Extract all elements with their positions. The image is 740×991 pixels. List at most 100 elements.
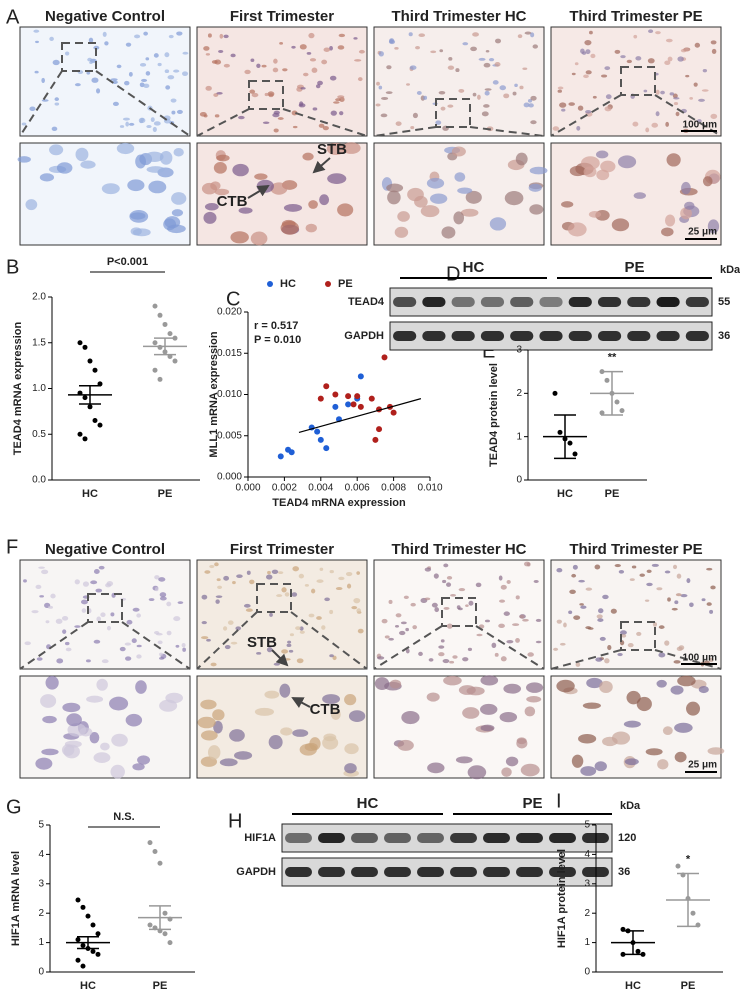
cell — [651, 563, 659, 567]
cell — [651, 122, 659, 128]
y-tick-label: 0.020 — [217, 307, 242, 318]
point — [635, 948, 641, 954]
cell — [556, 568, 563, 573]
point — [75, 937, 81, 943]
cell — [389, 38, 395, 44]
cell — [709, 609, 714, 614]
band — [539, 297, 563, 307]
cell — [611, 218, 630, 232]
error-bar — [677, 872, 699, 928]
x-tick-label: 0.010 — [417, 483, 442, 494]
y-tick-label: 1 — [584, 937, 590, 948]
y-tick-label: 2 — [38, 908, 44, 919]
point — [87, 358, 93, 364]
cell — [503, 611, 510, 616]
cell — [35, 40, 39, 44]
band — [685, 297, 709, 307]
zoom-line — [95, 70, 191, 137]
point — [372, 436, 379, 443]
cell — [627, 643, 634, 648]
cell — [335, 587, 343, 591]
point — [152, 340, 158, 346]
size-label: 36 — [718, 330, 730, 342]
cell — [501, 767, 512, 777]
cell — [674, 722, 693, 733]
zoom-line — [373, 625, 443, 670]
panel-label: B — [6, 256, 19, 278]
y-tick-label: 0.5 — [32, 429, 46, 440]
cell — [176, 31, 183, 36]
cell — [110, 764, 125, 779]
cell — [324, 597, 330, 602]
cell — [215, 595, 223, 599]
cell — [299, 44, 307, 50]
cell — [451, 146, 466, 157]
cell — [54, 102, 60, 106]
cell — [277, 571, 284, 575]
cell — [655, 31, 661, 35]
cell — [530, 120, 537, 125]
x-tick-label: 0.000 — [235, 483, 260, 494]
cell — [159, 699, 178, 712]
cell — [348, 710, 366, 722]
error-bar — [77, 935, 99, 950]
cell — [216, 91, 223, 95]
cell — [447, 65, 455, 70]
point — [619, 408, 625, 414]
error-bar — [149, 905, 171, 931]
point — [332, 391, 339, 398]
cell — [579, 603, 584, 606]
cell — [682, 47, 690, 52]
cell — [645, 748, 663, 756]
cell — [213, 720, 223, 734]
cell — [311, 67, 318, 73]
cell — [669, 92, 675, 96]
cell — [197, 716, 216, 729]
legend-label: HC — [280, 278, 296, 290]
cell — [214, 114, 220, 118]
cell — [80, 599, 88, 605]
cell — [279, 683, 291, 698]
zoom-line — [550, 94, 622, 137]
cell — [329, 569, 334, 574]
cell — [131, 638, 137, 644]
cell — [483, 62, 491, 68]
band — [516, 833, 543, 843]
point — [87, 404, 93, 410]
cell — [276, 594, 283, 598]
cell — [592, 95, 597, 99]
cell — [268, 734, 283, 750]
cell — [283, 658, 291, 661]
cell — [308, 613, 315, 618]
cell — [530, 32, 535, 38]
cell — [689, 602, 694, 608]
cell — [344, 743, 359, 755]
cell — [104, 41, 109, 46]
band — [285, 867, 312, 877]
cell — [298, 573, 305, 579]
cell — [580, 156, 600, 170]
cell — [512, 91, 517, 96]
point — [690, 910, 696, 916]
cell — [296, 658, 304, 664]
cell — [337, 203, 354, 217]
cell — [306, 51, 312, 55]
cell — [673, 102, 679, 106]
cell — [403, 595, 409, 600]
cell — [134, 34, 141, 39]
cell — [136, 654, 142, 659]
cell — [576, 125, 581, 131]
band — [384, 833, 411, 843]
cell — [271, 569, 279, 574]
cell — [75, 147, 89, 162]
cell — [116, 64, 122, 69]
point — [604, 377, 610, 383]
cell — [256, 652, 262, 655]
cell — [456, 605, 461, 610]
cell — [694, 42, 701, 48]
cell — [656, 679, 667, 688]
cell — [418, 651, 423, 657]
cell — [643, 89, 648, 93]
y-tick-label: 2 — [516, 388, 522, 399]
cell — [430, 50, 437, 54]
